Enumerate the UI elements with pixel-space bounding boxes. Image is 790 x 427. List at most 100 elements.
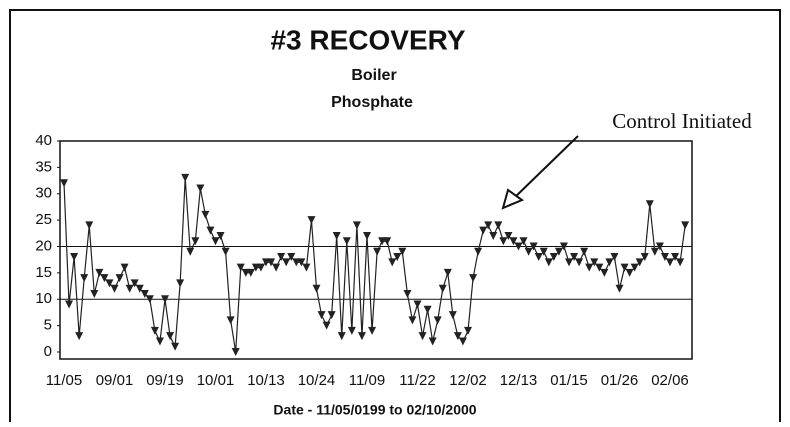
data-point (388, 258, 397, 267)
data-line (63, 177, 686, 353)
data-point (534, 253, 543, 262)
data-point (251, 263, 260, 272)
y-tick-label: 25 (35, 211, 52, 228)
data-point (176, 279, 185, 288)
data-point (302, 263, 311, 272)
data-point (595, 263, 604, 272)
data-point (307, 216, 316, 225)
x-tick-label: 09/01 (96, 372, 134, 389)
data-point (645, 200, 654, 209)
annotation-arrow (511, 135, 579, 201)
data-point (342, 237, 351, 246)
data-point (625, 268, 634, 277)
data-point (484, 221, 493, 230)
data-point (155, 337, 164, 346)
data-point (565, 258, 573, 267)
data-point (620, 263, 629, 272)
data-point (241, 268, 250, 277)
data-point (519, 237, 528, 246)
data-point (216, 231, 225, 240)
data-point (524, 247, 533, 256)
data-point (337, 332, 346, 341)
data-point (347, 326, 356, 335)
data-point (660, 253, 669, 262)
data-point (211, 237, 220, 246)
x-tick-label: 12/13 (500, 372, 538, 389)
data-point (272, 263, 281, 272)
data-point (60, 179, 68, 188)
data-point (443, 268, 452, 277)
data-point (671, 253, 680, 262)
data-point (191, 237, 200, 246)
data-point (80, 274, 89, 283)
data-point (428, 337, 437, 346)
data-point (171, 342, 180, 351)
data-point (90, 289, 99, 298)
data-point (549, 253, 558, 262)
data-point (666, 258, 674, 267)
data-point (201, 210, 210, 219)
data-point (256, 263, 265, 272)
data-point (469, 274, 478, 283)
data-point (231, 348, 240, 356)
data-point (438, 284, 447, 293)
data-point (539, 247, 548, 256)
x-tick-label: 10/01 (197, 372, 235, 389)
data-point (100, 274, 109, 283)
data-point (352, 221, 361, 230)
data-point (327, 311, 336, 320)
data-point (600, 268, 609, 277)
data-point (635, 258, 644, 267)
data-point (448, 311, 457, 320)
data-point (474, 247, 483, 256)
data-point (282, 258, 291, 267)
data-point (378, 237, 387, 246)
data-point (150, 326, 159, 335)
data-point (368, 326, 377, 335)
subtitle: Phosphate (331, 94, 413, 111)
annotation: Control Initiated (612, 109, 752, 133)
data-point (226, 316, 235, 325)
data-point (489, 231, 498, 240)
data-point (615, 284, 624, 293)
frame (9, 9, 781, 427)
data-point (166, 332, 175, 341)
x-axis-label: Date - 11/05/0199 to 02/10/2000 (273, 402, 476, 418)
y-tick-label: 30 (35, 185, 52, 202)
data-point (221, 247, 230, 256)
data-point (145, 295, 154, 304)
data-point (590, 258, 599, 267)
data-point (650, 247, 659, 256)
data-point (408, 316, 417, 325)
data-point (605, 258, 614, 267)
plot-area (59, 140, 693, 360)
data-point (610, 253, 619, 262)
data-point (115, 274, 124, 283)
data-point (85, 221, 94, 230)
data-point (196, 184, 205, 193)
data-point (317, 311, 326, 320)
data-point (499, 237, 508, 246)
x-tick-label: 11/05 (46, 372, 82, 389)
data-point (398, 247, 407, 256)
data-point (458, 337, 467, 346)
x-tick-label: 11/09 (349, 372, 385, 389)
x-tick-label: 01/26 (601, 372, 639, 389)
data-point (75, 332, 84, 341)
x-tick-label: 10/13 (247, 372, 285, 389)
data-point (383, 237, 392, 246)
data-point (494, 221, 503, 230)
data-point (297, 258, 306, 267)
data-point (630, 263, 639, 272)
data-point (236, 263, 245, 272)
y-tick-label: 20 (35, 237, 52, 254)
data-point (267, 258, 276, 267)
data-point (479, 226, 488, 235)
data-point (529, 242, 538, 251)
data-point (509, 237, 518, 246)
data-point (413, 300, 422, 309)
data-point (292, 258, 301, 267)
x-tick-label: 01/15 (550, 372, 588, 389)
data-point (681, 221, 690, 230)
